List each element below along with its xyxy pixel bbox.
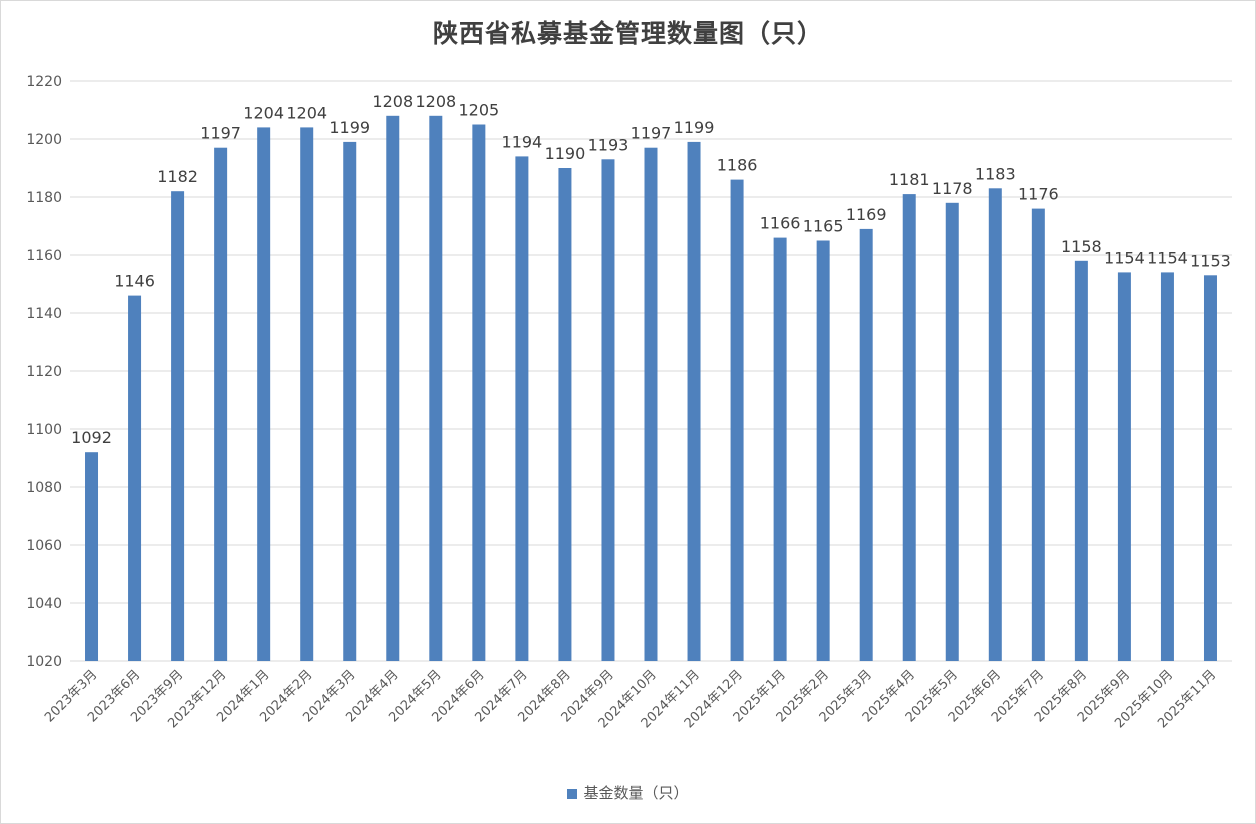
bar: [1031, 208, 1045, 661]
bar: [128, 295, 142, 661]
data-label: 1176: [1018, 185, 1059, 204]
bar: [945, 202, 959, 662]
y-tick-label: 1020: [26, 654, 62, 670]
data-label: 1146: [114, 272, 155, 291]
y-tick-label: 1220: [26, 74, 62, 90]
data-label: 1193: [588, 135, 629, 154]
y-tick-label: 1040: [26, 596, 62, 612]
data-label: 1186: [717, 156, 758, 175]
data-label: 1199: [674, 118, 715, 137]
data-label: 1181: [889, 170, 930, 189]
data-label: 1169: [846, 205, 887, 224]
bar: [1160, 272, 1174, 661]
y-tick-label: 1200: [26, 132, 62, 148]
data-label: 1208: [415, 92, 456, 111]
bar: [601, 159, 615, 662]
legend: 基金数量（只）: [0, 782, 1256, 803]
bar: [644, 147, 658, 661]
y-tick-label: 1080: [26, 480, 62, 496]
bar: [558, 168, 572, 661]
bar: [816, 240, 830, 661]
data-label: 1153: [1190, 251, 1231, 270]
y-tick-label: 1180: [26, 190, 62, 206]
chart-title: 陕西省私募基金管理数量图（只）: [432, 19, 823, 48]
y-tick-label: 1100: [26, 422, 62, 438]
bar: [859, 228, 873, 661]
bar: [1203, 275, 1217, 661]
data-label: 1166: [760, 214, 801, 233]
data-label: 1154: [1147, 248, 1188, 267]
data-label: 1182: [157, 167, 198, 186]
bar: [171, 191, 185, 661]
data-label: 1154: [1104, 248, 1145, 267]
data-label: 1197: [631, 124, 672, 143]
bar: [343, 141, 357, 661]
data-label: 1204: [243, 103, 284, 122]
bar: [472, 124, 486, 661]
bar: [902, 194, 916, 661]
bar: [386, 115, 400, 662]
data-label: 1190: [545, 144, 586, 163]
data-label: 1205: [458, 101, 499, 120]
data-label: 1183: [975, 164, 1016, 183]
bar: [1117, 272, 1131, 661]
bar: [300, 127, 314, 661]
data-label: 1158: [1061, 237, 1102, 256]
bar: [730, 179, 744, 661]
legend-label: 基金数量（只）: [583, 784, 689, 802]
bar: [687, 141, 701, 661]
bar: [214, 147, 228, 661]
data-label: 1092: [71, 428, 112, 447]
bar: [988, 188, 1002, 662]
data-label: 1197: [200, 124, 241, 143]
data-label: 1178: [932, 179, 973, 198]
bar: [1074, 260, 1088, 661]
data-label: 1165: [803, 217, 844, 236]
y-tick-label: 1160: [26, 248, 62, 264]
data-label: 1194: [502, 132, 543, 151]
bar: [85, 452, 99, 661]
bar: [257, 127, 271, 661]
data-label: 1204: [286, 103, 327, 122]
bar: [429, 115, 443, 662]
y-tick-label: 1140: [26, 306, 62, 322]
data-label: 1208: [372, 92, 413, 111]
data-label: 1199: [329, 118, 370, 137]
bar: [515, 156, 529, 661]
y-tick-label: 1120: [26, 364, 62, 380]
legend-swatch: [567, 789, 578, 799]
y-tick-label: 1060: [26, 538, 62, 554]
bar: [773, 237, 787, 661]
